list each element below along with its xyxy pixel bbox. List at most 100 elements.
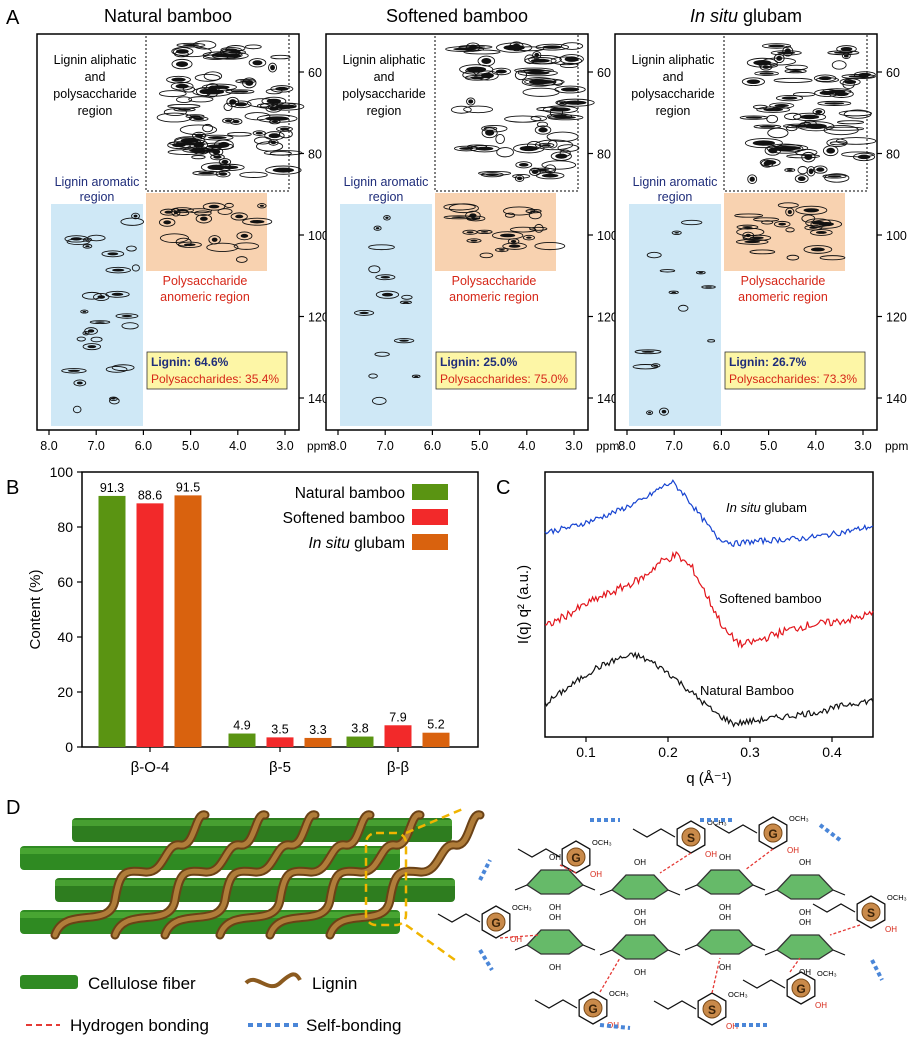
contour-peak-core [468, 99, 474, 104]
contour-peak-core [804, 154, 813, 161]
hydroxyl-label: OH [719, 853, 731, 862]
aromatic-peak [73, 379, 87, 387]
saxs-curve [544, 479, 874, 548]
contour-peak [754, 70, 779, 76]
y-tick-label: 100 [308, 229, 329, 243]
legend-hbond-label: Hydrogen bonding [70, 1016, 209, 1035]
bar-value-label: 7.9 [389, 710, 406, 724]
contour-peak [481, 124, 508, 133]
contour-peak [739, 115, 769, 120]
contour-peak [173, 137, 202, 149]
anomeric-peak [507, 238, 520, 245]
polysaccharide-percent: Polysaccharides: 73.3% [729, 372, 857, 386]
aromatic-peak [84, 327, 98, 335]
contour-peak-core [207, 136, 227, 140]
legend-lignin-label: Lignin [312, 974, 357, 993]
composition-box [724, 351, 866, 390]
propyl-side-chain [632, 828, 676, 838]
aromatic-peak [678, 304, 689, 312]
y-tick-label: 60 [597, 66, 611, 80]
aromatic-peak [109, 396, 118, 401]
contour-peak [794, 174, 809, 184]
contour-peak [547, 140, 558, 149]
contour-peak-core [768, 44, 785, 48]
contour-peak-core [480, 72, 494, 79]
methoxy-label: OCH₃ [592, 838, 612, 847]
contour-peak [784, 168, 796, 173]
phenol-oh-label: OH [590, 870, 602, 879]
aliphatic-region-label: polysaccharide [342, 87, 425, 101]
contour-peak-core [799, 114, 820, 120]
contour-peak-core [815, 109, 823, 114]
fiber-highlight [72, 820, 452, 826]
contour-peak [202, 54, 229, 60]
contour-peak-core [768, 147, 778, 154]
aromatic-peak [658, 407, 670, 416]
aromatic-peak [82, 243, 93, 249]
y-tick-label: 60 [308, 66, 322, 80]
contour-peak-core [270, 64, 275, 71]
legend-label-italic: In situ [308, 535, 354, 552]
contour-peak [513, 143, 545, 154]
schematic-legend: Cellulose fiber Lignin Hydrogen bonding … [20, 972, 401, 1035]
hydroxyl-label: OH [634, 918, 646, 927]
contour-peak [495, 133, 505, 145]
y-tick-label: 80 [308, 148, 322, 162]
aromatic-peak-core [67, 369, 81, 372]
aromatic-peak [89, 320, 111, 325]
contour-peak-core [212, 149, 221, 155]
anomeric-peak-core [500, 233, 516, 238]
propyl-side-chain [437, 913, 481, 923]
aliphatic-region-label: and [85, 70, 106, 84]
aromatic-peak [90, 336, 103, 343]
aromatic-peak [371, 396, 387, 405]
aromatic-region-label: Lignin aromatic [55, 175, 140, 189]
aromatic-peak [393, 338, 415, 344]
curve-label: Natural Bamboo [700, 683, 794, 698]
aromatic-peak-core [648, 411, 652, 414]
aliphatic-region-label: Lignin aliphatic [54, 53, 137, 67]
glycosidic-bond [514, 884, 528, 891]
legend-swatch [412, 484, 448, 500]
ring-unit-label: G [588, 1002, 597, 1016]
phenol-oh-label: OH [885, 925, 897, 934]
hydroxyl-label: OH [799, 858, 811, 867]
contour-peak [496, 147, 514, 158]
anomeric-peak-core [249, 219, 265, 224]
ring-unit-marker [583, 998, 603, 1018]
contour-peak-core [495, 69, 507, 74]
bar-value-label: 3.8 [351, 722, 368, 736]
contour-peak-core [198, 171, 215, 175]
anomeric-peak-core [742, 226, 753, 229]
aromatic-peak [659, 269, 676, 273]
contour-peak [773, 77, 813, 83]
x-axis-label: q (Å⁻¹) [686, 770, 731, 787]
contour-peak [554, 85, 586, 94]
contour-peak-core [827, 175, 842, 178]
panel-letter-c: C [496, 477, 510, 499]
aromatic-peak-core [653, 364, 658, 367]
ring-unit-label: G [571, 851, 580, 865]
contour-peak-core [774, 104, 789, 108]
bar-chart-linkages: 0 20 40 60 80 100 Content (%) β-O-4 91.3 88.6 91.5… [27, 464, 479, 776]
contour-peak [168, 141, 205, 146]
aromatic-peak [368, 244, 395, 251]
anomeric-peak-core [508, 244, 521, 248]
bar [174, 495, 202, 747]
aromatic-peak [650, 363, 661, 368]
contour-peak [542, 105, 578, 114]
x-tick-label: 5.0 [471, 439, 488, 453]
self-bond [478, 948, 494, 972]
lignin-cellulose-schematic: Cellulose fiber Lignin Hydrogen bonding … [20, 806, 907, 1035]
anomeric-peak [753, 217, 780, 222]
propyl-side-chain [517, 848, 561, 858]
contour-peak-core [239, 80, 252, 83]
contour-peak [179, 124, 218, 136]
contour-peak [517, 69, 558, 77]
contour-peak-core [481, 58, 492, 64]
contour-peak-core [530, 58, 550, 63]
contour-peak [495, 42, 533, 53]
x-tick-label: 6.0 [135, 439, 152, 453]
anomeric-peak-core [211, 237, 218, 242]
x-tick-label: β-5 [269, 759, 291, 776]
